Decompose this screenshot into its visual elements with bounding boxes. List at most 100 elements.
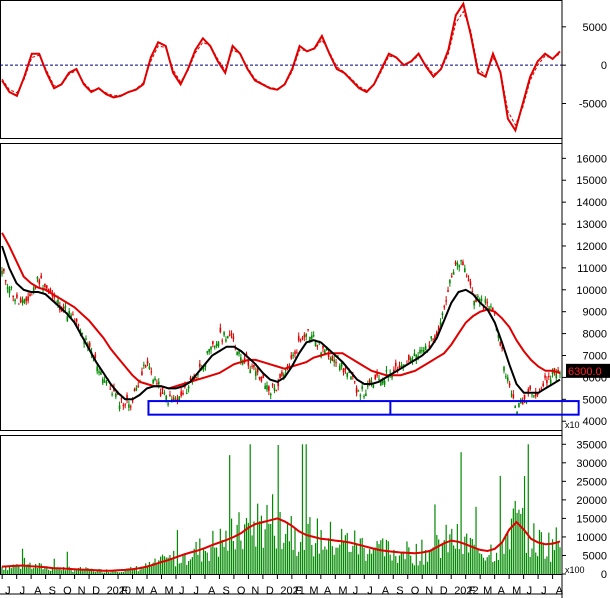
candle-body <box>471 290 474 292</box>
candle-body <box>499 342 502 346</box>
candle-body <box>297 336 300 341</box>
candle-body <box>447 290 449 292</box>
candle-body <box>361 386 363 389</box>
candle-body <box>182 392 184 395</box>
candle-body <box>449 280 451 284</box>
candle-body <box>96 366 98 372</box>
candle-body <box>21 300 24 303</box>
candle-body <box>439 322 442 326</box>
candle-body <box>527 389 530 394</box>
y-tick-label: 11000 <box>577 263 607 275</box>
support-zone-box <box>147 400 580 416</box>
y-tick-label: 13000 <box>576 219 607 231</box>
x-tick-label: M <box>483 585 492 597</box>
x-tick-label: S <box>49 585 56 597</box>
candle-body <box>12 295 14 298</box>
candle-body <box>219 327 222 333</box>
candle-body <box>533 395 535 397</box>
candle-body <box>413 353 416 357</box>
candle-body <box>385 370 388 372</box>
candle-body <box>460 260 462 262</box>
candle-body <box>6 286 9 290</box>
candle-body <box>240 357 242 361</box>
x-tick-label: J <box>5 585 10 597</box>
candle-body <box>187 386 190 389</box>
candle-body <box>212 341 214 345</box>
candle-body <box>327 353 330 358</box>
candle-body <box>169 394 171 396</box>
x-tick-label: M <box>136 585 145 597</box>
candle-body <box>383 380 386 385</box>
y-tick-label: 5000 <box>583 394 607 406</box>
candle-body <box>419 349 421 353</box>
candle-body <box>180 391 182 396</box>
candle-body <box>363 395 365 397</box>
candle-body <box>4 279 7 282</box>
candle-body <box>137 385 140 388</box>
candle-body <box>305 334 307 337</box>
y-tick-label: 25000 <box>576 476 607 488</box>
candle-body <box>156 383 158 385</box>
x-tick-label: A <box>150 585 158 597</box>
candle-body <box>176 398 179 401</box>
y-tick-label: 5000 <box>583 22 607 34</box>
candle-body <box>197 373 199 376</box>
y-tick-label: 5000 <box>583 550 607 562</box>
candle-body <box>141 371 143 376</box>
candle-body <box>163 392 166 395</box>
x-tick-label: J <box>179 585 185 597</box>
y-tick-label: 7000 <box>583 351 607 363</box>
candle-body <box>452 272 455 275</box>
candle-body <box>337 355 339 357</box>
candle-body <box>346 372 349 377</box>
y-tick-label: 35000 <box>576 439 607 451</box>
candle-body <box>165 395 168 400</box>
x-tick-label: A <box>498 585 506 597</box>
candle-body <box>503 366 505 371</box>
x-tick-label: A <box>382 585 390 597</box>
candle-body <box>366 384 369 387</box>
candle-body <box>316 345 319 347</box>
candle-body <box>415 354 418 360</box>
x-tick-label: A <box>34 585 42 597</box>
x-tick-label: F <box>469 585 476 597</box>
candle-body <box>146 360 149 364</box>
candle-body <box>421 350 423 352</box>
candle-body <box>109 388 112 390</box>
moving-average-red <box>1 232 561 390</box>
candle-body <box>510 394 513 396</box>
candle-body <box>256 368 259 373</box>
candle-body <box>301 337 304 339</box>
candle-body <box>536 393 539 395</box>
candle-body <box>124 404 126 406</box>
candle-body <box>223 332 225 336</box>
candle-body <box>1 270 3 275</box>
candle-body <box>68 310 70 315</box>
candle-body <box>77 324 80 326</box>
candle-body <box>359 395 362 397</box>
candle-body <box>268 386 270 391</box>
candle-body <box>355 387 358 393</box>
candle-body <box>514 406 517 409</box>
candle-body <box>227 336 229 339</box>
candle-body <box>115 393 117 397</box>
panel-frames <box>0 0 563 598</box>
candle-body <box>118 405 121 410</box>
candle-body <box>436 331 438 336</box>
candle-body <box>322 345 324 349</box>
x-tick-label: A <box>208 585 216 597</box>
candle-body <box>49 289 52 294</box>
x-tick-label: J <box>527 585 533 597</box>
x-tick-label: A <box>556 585 564 597</box>
candle-body <box>17 303 20 305</box>
candle-body <box>516 411 518 415</box>
candle-body <box>131 400 134 402</box>
candle-body <box>398 365 401 369</box>
candles <box>1 259 561 415</box>
candle-body <box>333 359 335 363</box>
y-tick-label: 0 <box>601 569 607 581</box>
candle-body <box>273 387 276 391</box>
candle-body <box>508 383 511 386</box>
candle-body <box>411 359 414 361</box>
